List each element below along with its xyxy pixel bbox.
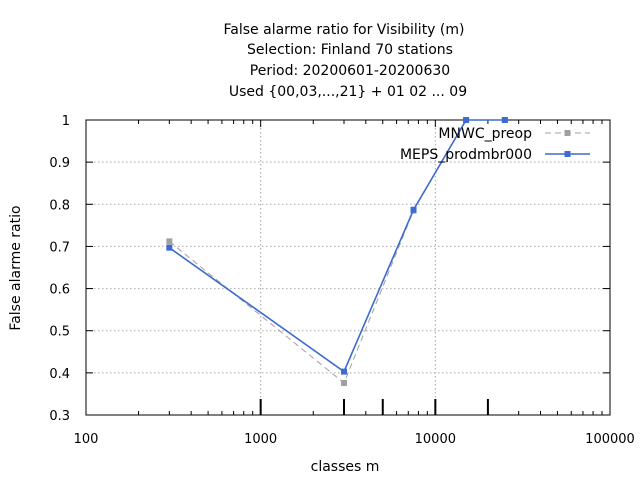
y-tick-label: 0.7: [49, 240, 70, 255]
y-tick-label: 0.5: [49, 325, 70, 340]
title-line-3: Period: 20200601-20200630: [250, 63, 450, 79]
title-line-2: Selection: Finland 70 stations: [247, 42, 453, 58]
y-tick-label: 1: [62, 114, 70, 129]
series-point-1: [341, 368, 348, 375]
x-axis-label: classes m: [311, 459, 380, 475]
series-point-1: [166, 244, 173, 251]
y-tick-label: 0.3: [49, 409, 70, 424]
x-axis-ticks: 100 1000 10000 100000: [74, 120, 635, 447]
legend-label-0: MNWC_preop: [438, 126, 532, 142]
grid: [86, 120, 610, 415]
series-point-1: [410, 206, 417, 213]
title-line-1: False alarme ratio for Visibility (m): [224, 22, 465, 38]
legend: MNWC_preop MEPS_prodmbr000: [400, 126, 590, 163]
plot-frame: [85, 119, 611, 416]
y-tick-label: 0.8: [49, 198, 70, 213]
y-tick-label: 0.6: [49, 283, 70, 298]
y-tick-label: 0.9: [49, 156, 70, 171]
x-tick-label: 100: [74, 432, 99, 447]
x-tick-label: 1000: [244, 432, 277, 447]
y-axis-ticks: 0.3 0.4 0.5 0.6 0.7 0.8 0.9 1: [49, 114, 610, 424]
legend-label-1: MEPS_prodmbr000: [400, 147, 532, 163]
chart-title: False alarme ratio for Visibility (m) Se…: [224, 22, 468, 100]
series-point-1: [463, 117, 470, 123]
legend-marker-0: [564, 130, 571, 136]
y-axis-label: False alarme ratio: [8, 205, 24, 330]
legend-marker-1: [564, 151, 571, 157]
title-line-4: Used {00,03,...,21} + 01 02 ... 09: [229, 84, 467, 100]
series-point-0: [166, 238, 173, 245]
series-point-0: [341, 379, 348, 386]
series-point-1: [501, 117, 508, 123]
x-tick-label: 10000: [415, 432, 456, 447]
x-tick-label: 100000: [585, 432, 635, 447]
series: [166, 117, 508, 386]
y-tick-label: 0.4: [49, 367, 70, 382]
class-markers: [259, 399, 489, 415]
